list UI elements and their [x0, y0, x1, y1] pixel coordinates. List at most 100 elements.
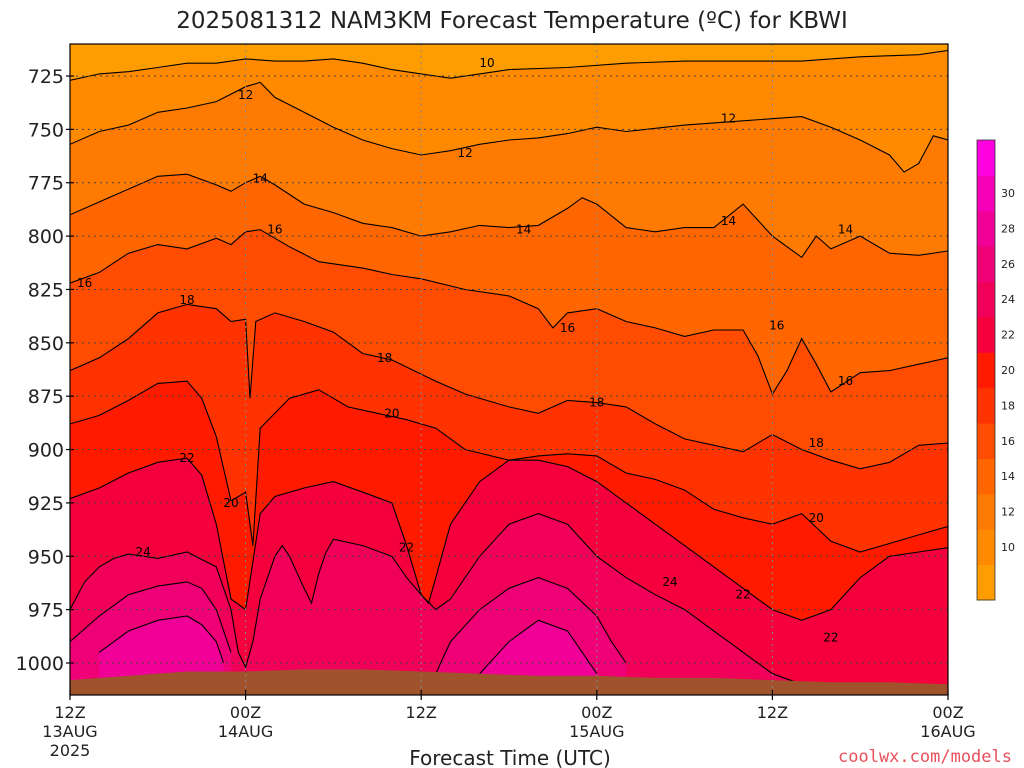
- colorbar-segment: [977, 387, 995, 424]
- x-tick-label: 15AUG: [569, 722, 624, 741]
- contour-label: 16: [838, 374, 853, 388]
- y-tick-label: 975: [28, 600, 64, 622]
- y-tick-label: 725: [28, 66, 64, 88]
- credit-text: coolwx.com/models: [838, 747, 1012, 767]
- grid: [69, 44, 949, 695]
- contour-label: 16: [769, 319, 784, 333]
- x-tick-label: 13AUG: [42, 722, 97, 741]
- colorbar-label: 26: [1001, 258, 1015, 271]
- y-tick-label: 875: [28, 386, 64, 408]
- contour-label: 20: [223, 496, 238, 510]
- y-tick-label: 925: [28, 493, 64, 515]
- colorbar-label: 30: [1001, 187, 1015, 200]
- temperature-bands: [70, 44, 948, 695]
- y-tick-label: 900: [28, 440, 64, 462]
- x-tick-label: 12Z: [406, 703, 437, 722]
- colorbar-label: 22: [1001, 329, 1015, 342]
- contour-line-14: [70, 173, 948, 259]
- y-axis: 725 750 775 800 825 850 875 900 925 950 975 1000: [16, 66, 74, 675]
- contour-label: 16: [267, 223, 282, 237]
- colorbar-label: 14: [1001, 470, 1015, 483]
- contour-labels: 10 12 12 12 14 14 14 14 16 16 16 16 16 18 18 18 18 20 20 20…: [77, 56, 853, 644]
- ground-surface: [70, 669, 948, 695]
- colorbar-segment: [977, 316, 995, 353]
- colorbar-segment: [977, 281, 995, 318]
- colorbar-segment: [977, 210, 995, 247]
- contour-lines: [70, 49, 948, 685]
- colorbar-segment: [977, 246, 995, 283]
- x-tick-label: 2025: [50, 741, 91, 760]
- colorbar-segment: [977, 493, 995, 530]
- colorbar-label: 16: [1001, 435, 1015, 448]
- contour-line-20: [70, 380, 948, 553]
- x-tick-label: 16AUG: [920, 722, 975, 741]
- colorbar-label: 28: [1001, 222, 1015, 235]
- contour-line-28: [479, 619, 598, 675]
- plot-frame: [69, 43, 949, 696]
- y-tick-label: 800: [28, 226, 64, 248]
- contour-label: 20: [809, 511, 824, 525]
- contour-line-24: [70, 513, 802, 685]
- x-tick-label: 00Z: [581, 703, 612, 722]
- contour-label: 24: [662, 575, 677, 589]
- contour-line-28: [98, 615, 225, 664]
- colorbar-segment: [977, 564, 995, 601]
- x-tick-label: 12Z: [757, 703, 788, 722]
- contour-label: 12: [457, 146, 472, 160]
- colorbar-segment: [977, 423, 995, 459]
- colorbar-label: 20: [1001, 364, 1015, 377]
- contour-line-12: [70, 81, 948, 173]
- contour-label: 14: [838, 223, 853, 237]
- colorbar-label: 10: [1001, 541, 1015, 554]
- contour-line-10: [70, 49, 948, 81]
- contour-line-26: [70, 581, 232, 653]
- contour-label: 22: [735, 588, 750, 602]
- y-tick-label: 825: [28, 279, 64, 301]
- contour-line-16: [70, 229, 948, 396]
- contour-label: 14: [721, 214, 736, 228]
- chart-title: 2025081312 NAM3KM Forecast Temperature (…: [176, 8, 848, 34]
- contour-label: 18: [179, 293, 194, 307]
- colorbar-frame: [976, 139, 996, 601]
- colorbar-label: 18: [1001, 399, 1015, 412]
- colorbar-segment: [977, 529, 995, 566]
- x-tick-label: 12Z: [54, 703, 85, 722]
- y-tick-label: 750: [28, 119, 64, 141]
- contour-label: 20: [384, 406, 399, 420]
- contour-label: 24: [136, 545, 151, 559]
- y-tick-label: 850: [28, 333, 64, 355]
- contour-label: 16: [77, 276, 92, 290]
- contour-label: 18: [377, 351, 392, 365]
- plot-area: 10 12 12 12 14 14 14 14 16 16 16 16 16 18 18 18 18 20 20 20…: [69, 43, 949, 696]
- contour-label: 22: [179, 451, 194, 465]
- contour-label: 10: [479, 56, 494, 70]
- y-tick-label: 775: [28, 173, 64, 195]
- contour-label: 12: [721, 112, 736, 126]
- x-tick-label: 00Z: [230, 703, 261, 722]
- contour-label: 22: [823, 630, 838, 644]
- contour-line-18: [70, 303, 948, 470]
- colorbar-label: 12: [1001, 506, 1015, 519]
- contour-label: 16: [560, 321, 575, 335]
- contour-label: 18: [809, 436, 824, 450]
- contour-label: 18: [589, 396, 604, 410]
- colorbar: 10 12 14 16 18 20 22 24 26 28 30: [976, 139, 1015, 601]
- contour-label: 12: [238, 88, 253, 102]
- contour-label: 22: [399, 541, 414, 555]
- contour-line-26: [435, 577, 627, 674]
- colorbar-segment: [977, 458, 995, 495]
- x-tick-label: 00Z: [932, 703, 963, 722]
- colorbar-segment: [977, 352, 995, 389]
- y-tick-label: 1000: [16, 653, 64, 675]
- contour-label: 14: [516, 223, 531, 237]
- colorbar-segment: [977, 140, 995, 176]
- x-tick-label: 14AUG: [218, 722, 273, 741]
- colorbar-label: 24: [1001, 293, 1015, 306]
- band-fill-24: [70, 513, 802, 695]
- x-axis-label: Forecast Time (UTC): [409, 746, 611, 768]
- colorbar-segment: [977, 175, 995, 212]
- y-tick-label: 950: [28, 546, 64, 568]
- contour-label: 14: [253, 171, 268, 185]
